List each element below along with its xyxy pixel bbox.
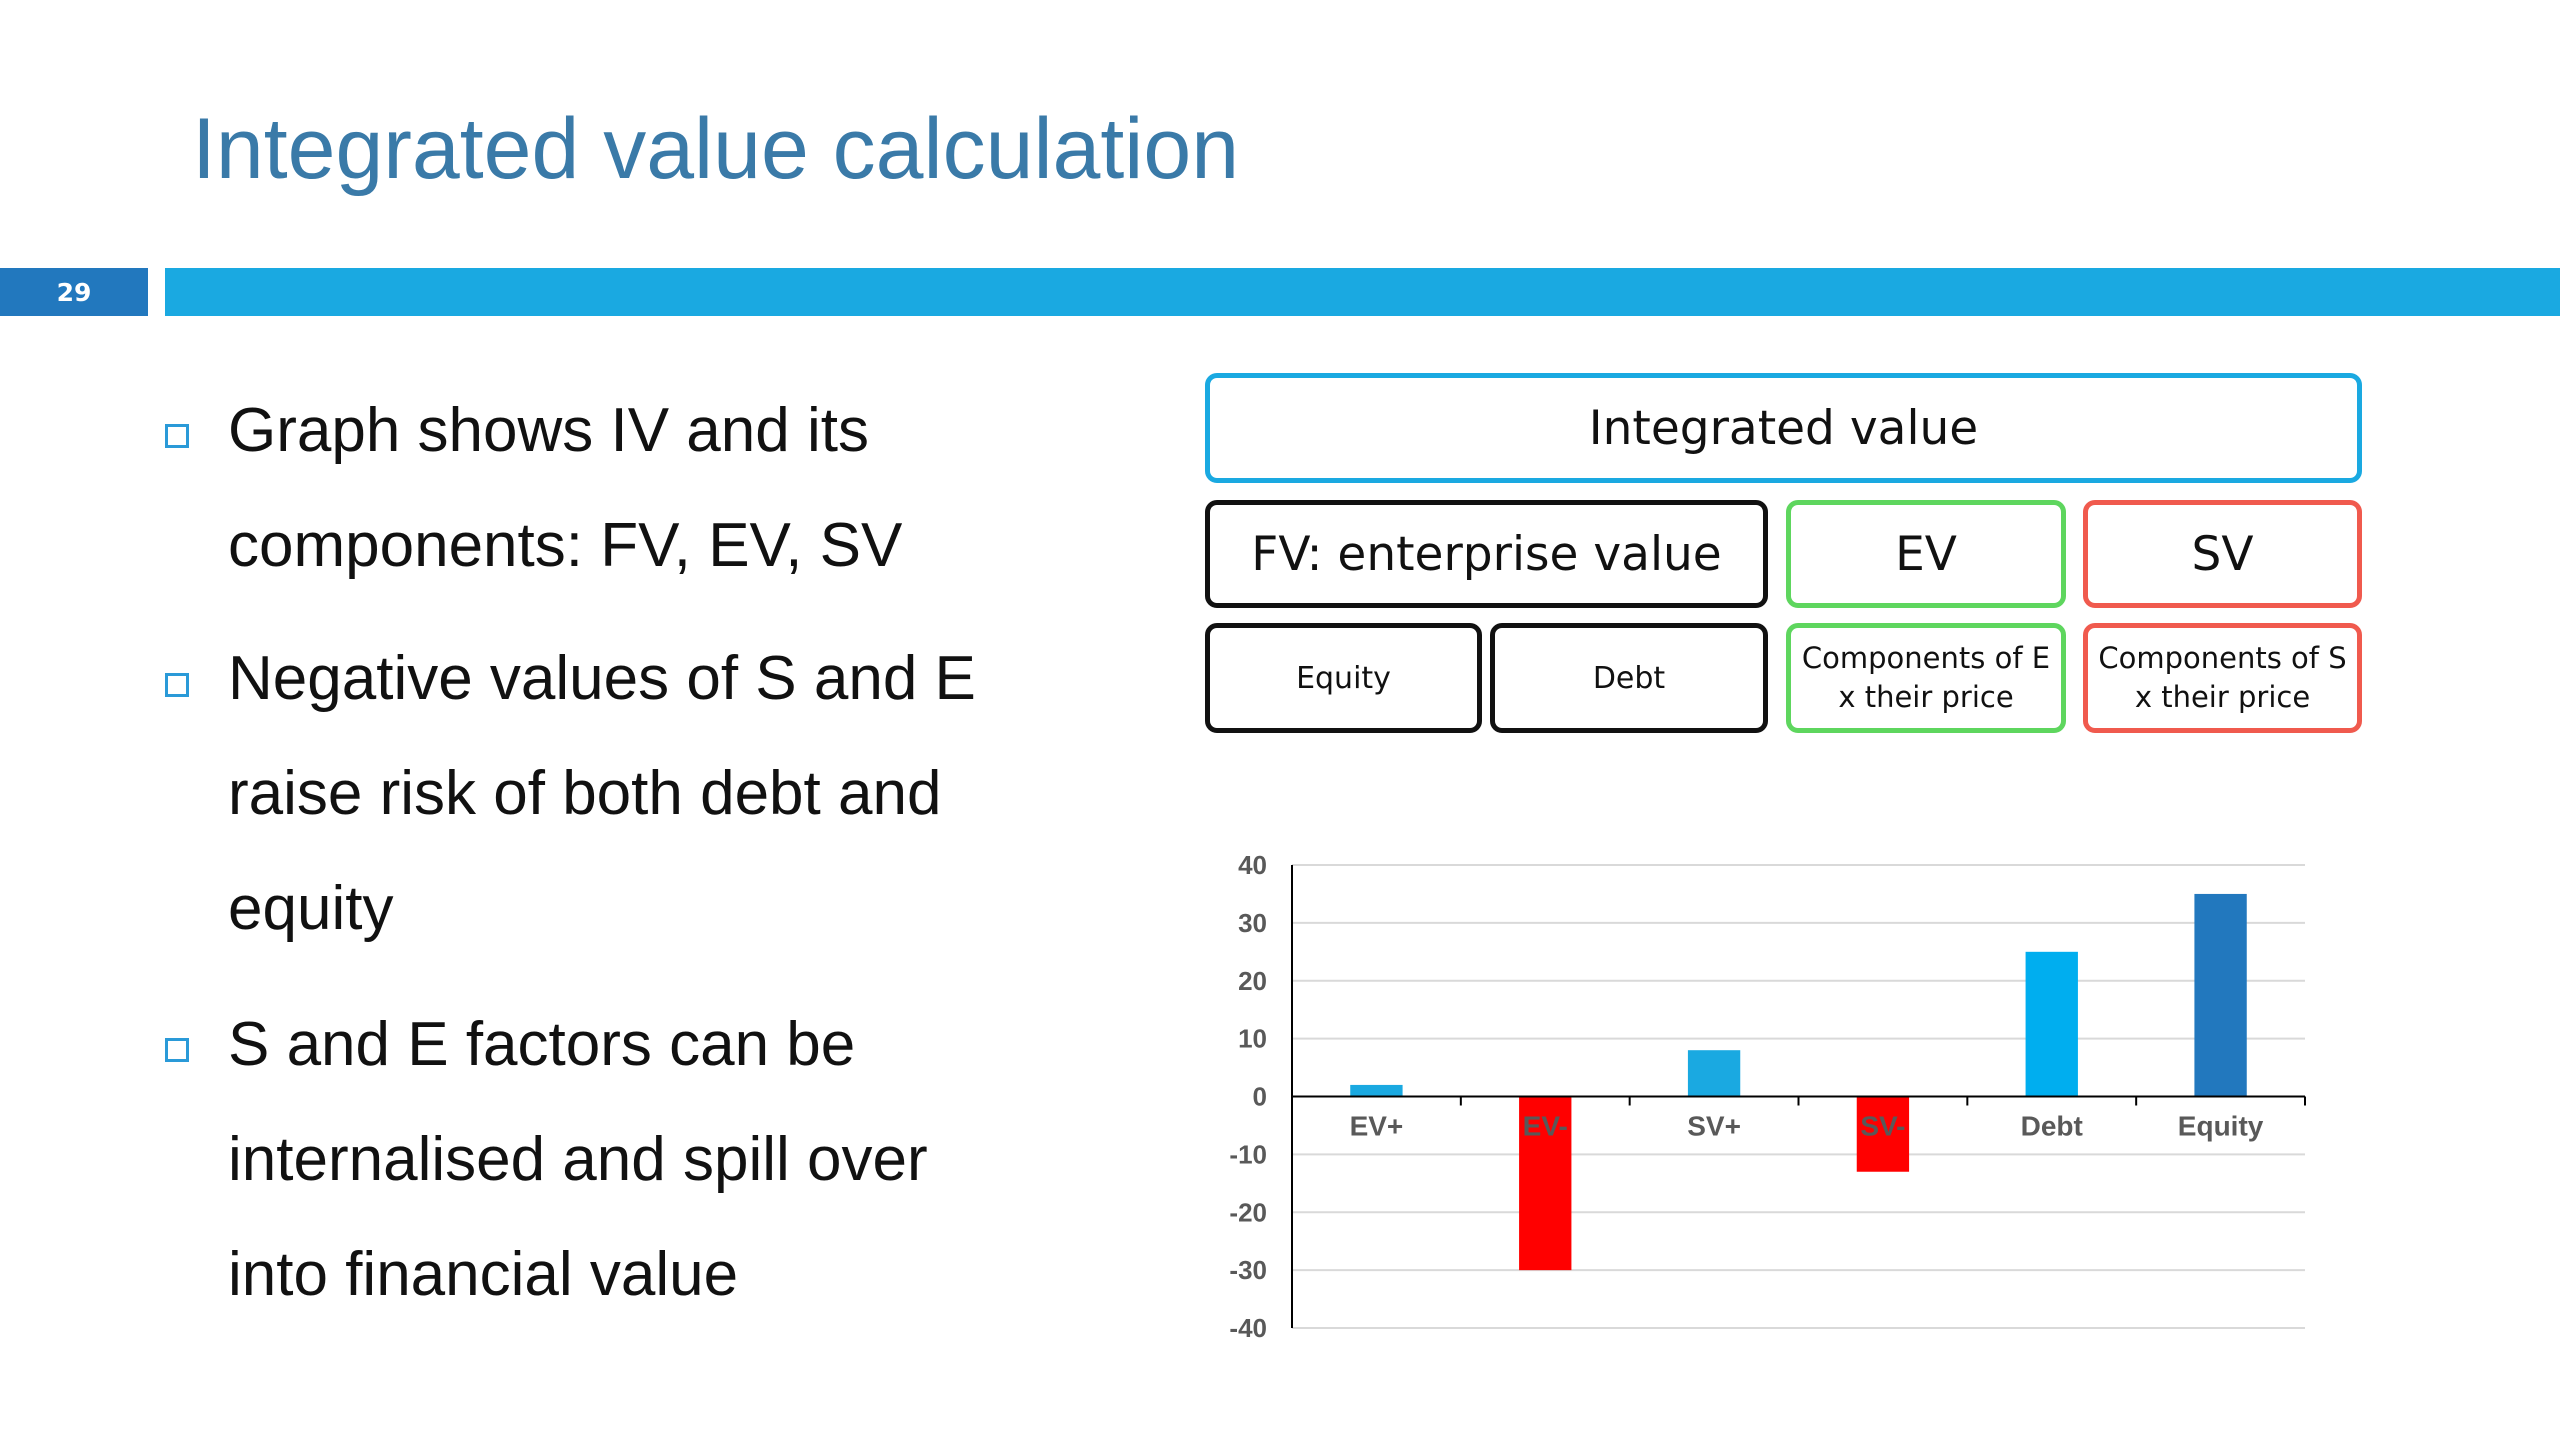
bullet-text-line: Negative values of S and E [228, 644, 976, 713]
bullet-text-line: components: FV, EV, SV [228, 511, 903, 580]
x-tick-label: EV+ [1350, 1111, 1404, 1142]
bar-5 [2194, 893, 2247, 1097]
x-tick-label: EV- [1523, 1111, 1568, 1142]
sv-box: SV [2083, 500, 2362, 608]
bullet-text-line: S and E factors can be [228, 1010, 856, 1079]
y-tick-label: 0 [1253, 1082, 1267, 1112]
sv-components-line: x their price [2134, 680, 2311, 714]
y-tick-label: 10 [1238, 1024, 1267, 1054]
bar-4 [2025, 951, 2078, 1097]
bar-2 [1687, 1050, 1741, 1097]
y-tick-label: -10 [1229, 1139, 1267, 1169]
slide-number: 29 [0, 268, 148, 316]
bullet-marker-icon [165, 424, 189, 448]
ev-components-line: Components of E [1801, 640, 2051, 675]
bullet-text-line: into financial value [228, 1240, 739, 1309]
x-tick-label: SV+ [1687, 1111, 1741, 1142]
ev-components-box: Components of E x their price [1786, 623, 2066, 733]
x-tick-label: SV- [1860, 1111, 1905, 1142]
bar-3 [1856, 1096, 1910, 1172]
y-tick-label: 30 [1238, 908, 1267, 938]
x-tick-label: Debt [2021, 1111, 2083, 1142]
bar-chart: 40 30 20 10 0 -10 -20 -30 -40 EV+ EV- SV+ SV- Debt Equ… [1229, 850, 2306, 1343]
header-bar [165, 268, 2560, 316]
sv-components-line: Components of S [2098, 640, 2347, 675]
fv-box: FV: enterprise value [1205, 500, 1768, 608]
integrated-value-box: Integrated value [1205, 373, 2362, 483]
y-tick-label: -20 [1229, 1197, 1267, 1227]
x-tick-label: Equity [2178, 1111, 2264, 1142]
bullet-text-line: Graph shows IV and its [228, 396, 869, 465]
ev-box: EV [1786, 500, 2066, 608]
slide-title: Integrated value calculation [192, 101, 1240, 197]
sv-components-box: Components of S x their price [2083, 623, 2362, 733]
equity-box: Equity [1205, 623, 1482, 733]
y-tick-label: 20 [1238, 966, 1267, 996]
bar-1 [1519, 1096, 1572, 1271]
bullet-text-line: raise risk of both debt and [228, 759, 942, 828]
bullet-text-line: internalised and spill over [228, 1125, 928, 1194]
bar-0 [1350, 1084, 1403, 1097]
y-tick-label: -40 [1229, 1313, 1267, 1343]
bullet-marker-icon [165, 673, 189, 697]
y-tick-label: -30 [1229, 1255, 1267, 1285]
y-tick-label: 40 [1238, 850, 1267, 880]
debt-box: Debt [1490, 623, 1768, 733]
bullet-text-line: equity [228, 874, 394, 943]
bullet-marker-icon [165, 1038, 189, 1062]
ev-components-line: x their price [1838, 680, 2014, 714]
